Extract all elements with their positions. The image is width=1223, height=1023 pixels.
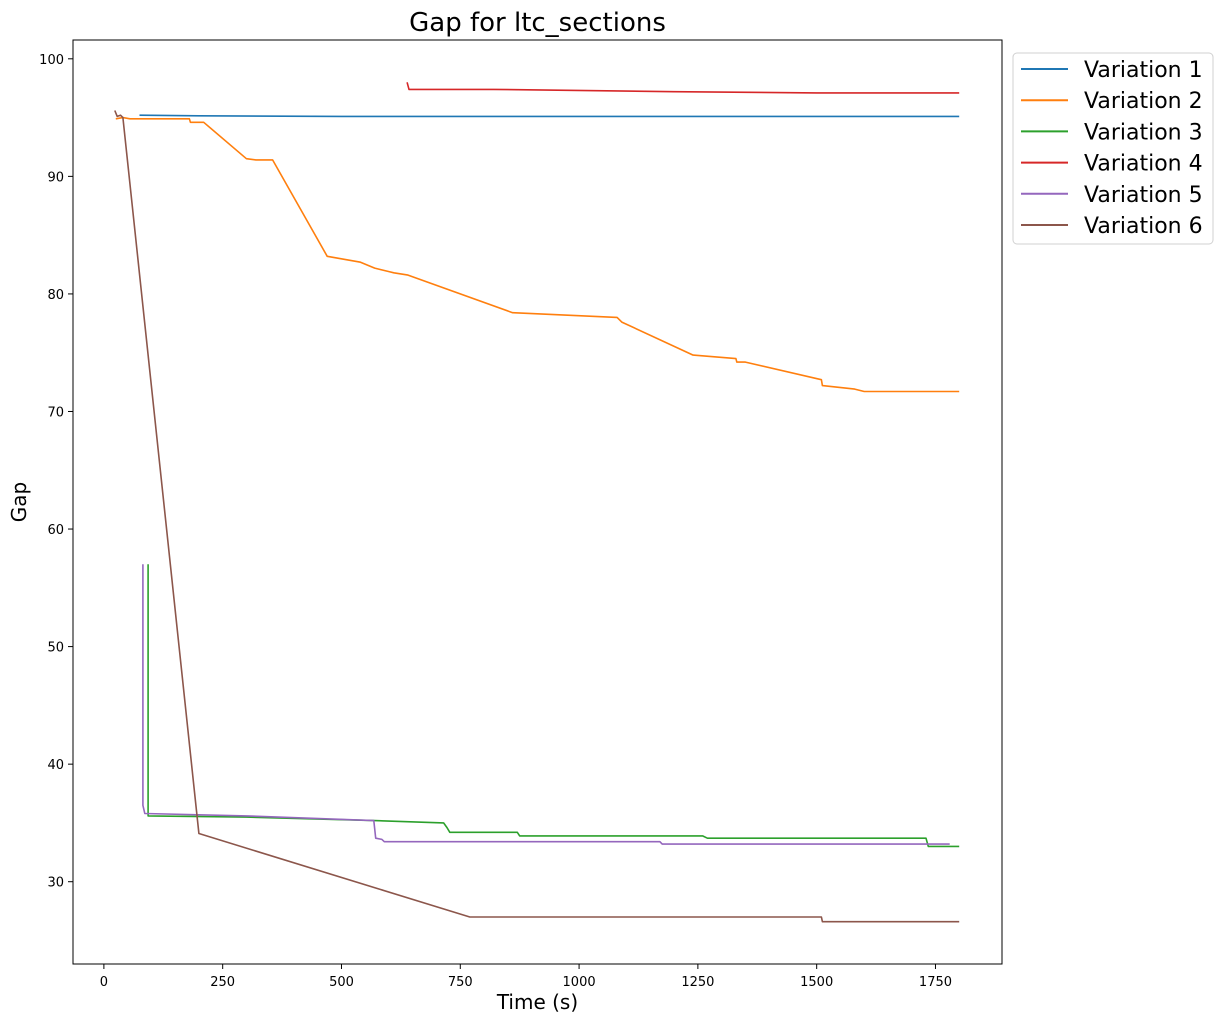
x-tick-label: 0 — [100, 975, 108, 990]
y-tick-label: 50 — [47, 641, 64, 656]
x-tick-label: 1250 — [681, 975, 714, 990]
legend: Variation 1 Variation 2 Variation 3 Variati… — [1012, 52, 1214, 245]
x-axis-ticks: 0 250 500 750 1000 1250 1500 1750 — [100, 964, 952, 990]
legend-label: Variation 4 — [1084, 152, 1203, 177]
y-tick-label: 70 — [47, 405, 64, 420]
y-tick-label: 90 — [47, 170, 64, 185]
series-line-variation-6 — [114, 110, 960, 923]
series-line-variation-5 — [142, 564, 950, 845]
y-tick-label: 30 — [47, 876, 64, 891]
x-tick-label: 500 — [329, 975, 354, 990]
x-tick-label: 1500 — [800, 975, 833, 990]
x-tick-label: 1000 — [563, 975, 596, 990]
series-line-variation-3 — [147, 564, 960, 848]
plot-series — [114, 82, 960, 923]
series-line-variation-1 — [139, 114, 960, 118]
y-axis-ticks: 30 40 50 60 70 80 90 100 — [39, 53, 73, 891]
y-tick-label: 80 — [47, 288, 64, 303]
legend-label: Variation 2 — [1084, 89, 1203, 114]
y-tick-label: 60 — [47, 523, 64, 538]
legend-label: Variation 3 — [1084, 120, 1203, 145]
plot-frame — [72, 39, 1003, 965]
x-tick-label: 750 — [448, 975, 473, 990]
series-line-variation-4 — [406, 82, 960, 94]
chart-title: Gap for ltc_sections — [409, 8, 666, 38]
x-axis-label: Time (s) — [496, 990, 578, 1014]
legend-label: Variation 1 — [1084, 58, 1203, 83]
y-axis-label: Gap — [7, 482, 31, 522]
legend-label: Variation 6 — [1084, 214, 1203, 239]
legend-label: Variation 5 — [1084, 183, 1203, 208]
x-tick-label: 1750 — [919, 975, 952, 990]
y-tick-label: 100 — [39, 53, 64, 68]
x-tick-label: 250 — [210, 975, 235, 990]
y-tick-label: 40 — [47, 758, 64, 773]
series-line-variation-2 — [115, 116, 960, 393]
